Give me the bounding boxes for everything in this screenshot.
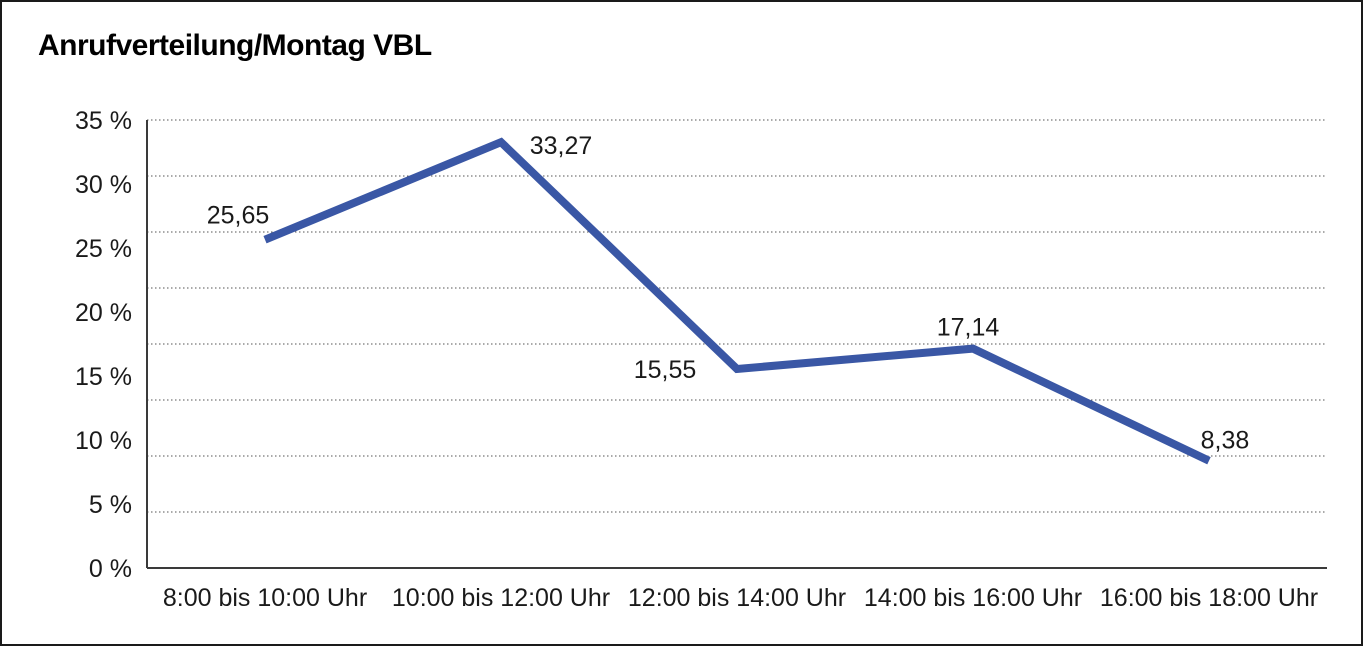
y-axis-tick-label: 5 % xyxy=(89,491,132,519)
y-axis-tick-label: 0 % xyxy=(89,555,132,583)
y-axis-tick-label: 35 % xyxy=(75,107,132,135)
x-axis-category-label: 16:00 bis 18:00 Uhr xyxy=(1100,584,1318,612)
y-axis-tick-label: 30 % xyxy=(75,171,132,199)
chart-title: Anrufverteilung/Montag VBL xyxy=(38,29,432,62)
x-axis-category-label: 12:00 bis 14:00 Uhr xyxy=(628,584,846,612)
data-point-label: 15,55 xyxy=(634,356,697,384)
y-axis-tick-label: 10 % xyxy=(75,427,132,455)
y-axis-tick-label: 20 % xyxy=(75,299,132,327)
data-point-label: 8,38 xyxy=(1201,427,1250,455)
y-axis-tick-label: 15 % xyxy=(75,363,132,391)
data-point-label: 33,27 xyxy=(530,132,593,160)
data-point-label: 17,14 xyxy=(937,314,1000,342)
y-axis-tick-label: 25 % xyxy=(75,235,132,263)
x-axis-category-label: 10:00 bis 12:00 Uhr xyxy=(392,584,610,612)
data-point-label: 25,65 xyxy=(207,202,270,230)
data-series-line xyxy=(263,137,1211,465)
x-axis-category-label: 8:00 bis 10:00 Uhr xyxy=(163,584,367,612)
x-axis-category-label: 14:00 bis 16:00 Uhr xyxy=(864,584,1082,612)
